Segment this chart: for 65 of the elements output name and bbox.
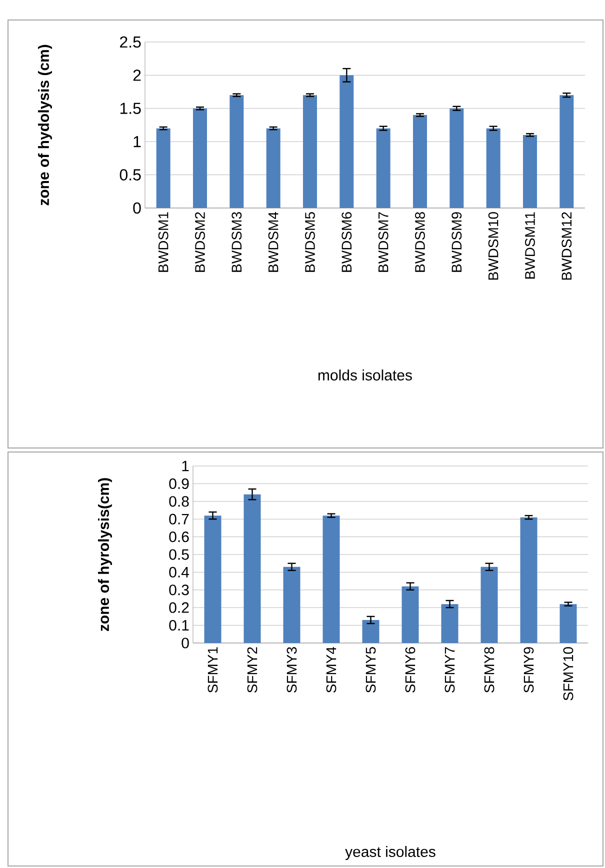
bar (204, 516, 222, 644)
x-tick-label: SFMY8 (484, 647, 494, 693)
x-tick-label: SFMY1 (208, 647, 218, 693)
bar (192, 108, 207, 208)
x-tick-label: SFMY2 (247, 647, 258, 693)
bar (441, 604, 458, 644)
y-tick-label: 0.5 (169, 549, 189, 560)
bar (283, 566, 300, 644)
bar (520, 517, 538, 644)
y-tick-label: 1 (134, 136, 141, 148)
bar (450, 108, 464, 208)
y-axis-title: zone of hydolysis (cm) (38, 44, 52, 206)
bar (156, 128, 170, 208)
y-tick-label: 1.5 (120, 102, 141, 114)
y-tick-label: 2 (133, 70, 141, 81)
y-tick-label: 0 (133, 202, 141, 214)
x-tick-label: SFMY5 (366, 647, 376, 693)
x-tick-label: BWDSM2 (195, 212, 205, 272)
x-tick-label: BWDSM11 (525, 212, 535, 279)
bar (322, 516, 340, 644)
y-tick-label: 0.3 (169, 584, 189, 596)
bar (412, 115, 427, 208)
y-tick-label: 2.5 (120, 36, 141, 48)
x-tick-label: BWDSM8 (415, 212, 425, 272)
bar (486, 128, 500, 208)
bar (522, 134, 537, 208)
y-axis-title: zone of hyrolysis(cm) (98, 478, 112, 632)
x-tick-label: BWDSM1 (158, 212, 168, 272)
x-tick-label: SFMY10 (563, 647, 574, 700)
bar (560, 604, 577, 644)
x-tick-label: BWDSM4 (268, 212, 278, 272)
x-tick-label: SFMY4 (326, 646, 336, 693)
y-tick-label: 0.6 (169, 531, 189, 542)
x-tick-label: BWDSM9 (452, 212, 462, 272)
x-axis-title: molds isolates (318, 370, 412, 381)
x-axis-title: yeast isolates (345, 846, 436, 860)
y-tick-label: 0.7 (169, 514, 189, 524)
y-tick-label: 0 (182, 638, 189, 648)
bar (402, 586, 419, 644)
x-tick-label: SFMY9 (524, 647, 534, 693)
x-tick-label: SFMY7 (444, 647, 455, 693)
y-tick-label: 0.4 (169, 566, 190, 578)
x-tick-label: BWDSM10 (488, 212, 498, 280)
bar (362, 620, 380, 644)
bar (230, 95, 244, 208)
bar (302, 95, 317, 208)
x-tick-label: BWDSM7 (378, 212, 388, 272)
x-tick-label: BWDSM12 (562, 212, 572, 280)
bar (376, 128, 390, 208)
y-tick-label: 1 (182, 460, 189, 472)
x-tick-label: BWDSM6 (342, 212, 352, 272)
x-tick-label: BWDSM3 (232, 212, 242, 272)
bar (340, 75, 354, 208)
x-tick-label: SFMY6 (405, 647, 416, 693)
y-tick-label: 0.2 (169, 602, 189, 613)
bar (244, 494, 261, 644)
y-tick-label: 0.8 (169, 496, 189, 507)
x-tick-label: BWDSM5 (305, 212, 315, 272)
y-tick-label: 0.9 (169, 478, 189, 490)
y-tick-label: 0.1 (169, 620, 189, 631)
x-tick-label: SFMY3 (286, 647, 297, 693)
y-tick-label: 0.5 (120, 169, 141, 180)
bar (480, 566, 498, 644)
bar (266, 128, 280, 208)
bar (560, 95, 574, 208)
